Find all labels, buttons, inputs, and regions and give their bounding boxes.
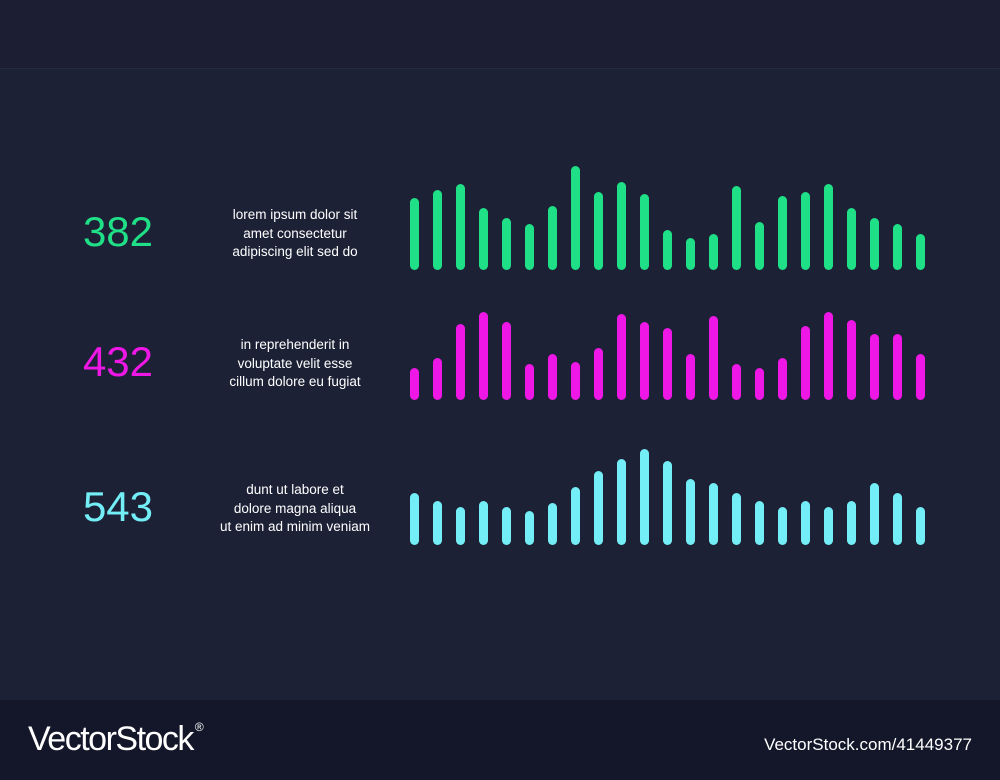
bar-chart: [410, 449, 925, 545]
vectorstock-logo[interactable]: VectorStock ®: [28, 720, 204, 759]
bar: [479, 208, 488, 270]
bar: [502, 218, 511, 270]
description-line: lorem ipsum dolor sit: [232, 207, 358, 222]
bar: [916, 234, 925, 270]
bar: [824, 507, 833, 545]
bar: [479, 312, 488, 400]
bar: [916, 507, 925, 545]
bar: [456, 184, 465, 270]
bar: [456, 507, 465, 545]
bar-chart: [410, 312, 925, 400]
bar: [870, 218, 879, 270]
bar-chart: [410, 166, 925, 270]
bar: [410, 493, 419, 545]
bar: [571, 166, 580, 270]
bar: [847, 208, 856, 270]
bar: [686, 238, 695, 270]
chart-row-2: 432 in reprehenderit in voluptate velit …: [0, 290, 1000, 420]
bar: [594, 348, 603, 400]
metric-value: 543: [82, 483, 154, 530]
bar: [617, 182, 626, 270]
bar: [893, 493, 902, 545]
description-line: amet consectetur: [243, 225, 347, 241]
bar: [571, 487, 580, 545]
chart-row-3: 543 dunt ut labore et dolore magna aliqu…: [0, 435, 1000, 565]
bar: [778, 196, 787, 270]
bar: [732, 364, 741, 400]
bar: [778, 507, 787, 545]
registered-mark: ®: [194, 720, 204, 734]
bar: [778, 358, 787, 400]
bar: [617, 459, 626, 545]
description-line: dunt ut labore et: [246, 482, 344, 497]
description-line: in reprehenderit in: [240, 337, 350, 352]
bar: [801, 192, 810, 270]
bar: [571, 362, 580, 400]
bar: [525, 364, 534, 400]
bar: [640, 449, 649, 545]
bar: [410, 198, 419, 270]
bar: [663, 328, 672, 400]
bar: [870, 483, 879, 545]
bar: [410, 368, 419, 400]
bar: [479, 501, 488, 545]
bar: [801, 326, 810, 400]
watermark-footer: VectorStock ® VectorStock.com/41449377: [0, 700, 1000, 780]
bar: [686, 354, 695, 400]
bar: [663, 461, 672, 545]
description-line: ut enim ad minim veniam: [219, 519, 371, 534]
stock-id: VectorStock.com/41449377: [764, 735, 972, 754]
description-line: dolore magna aliqua: [233, 500, 357, 516]
bar: [617, 314, 626, 400]
bar: [548, 354, 557, 400]
bar: [916, 354, 925, 400]
bar: [594, 471, 603, 545]
bar: [594, 192, 603, 270]
chart-panel: [0, 68, 1000, 701]
bar: [755, 222, 764, 270]
top-band: [0, 0, 1000, 68]
bar: [548, 503, 557, 545]
bar: [502, 322, 511, 400]
bar: [502, 507, 511, 545]
bar: [433, 190, 442, 270]
bar: [548, 206, 557, 270]
bar: [847, 320, 856, 400]
bar: [893, 224, 902, 270]
bar: [709, 316, 718, 400]
bar: [433, 358, 442, 400]
description-line: voluptate velit esse: [237, 355, 353, 371]
bar: [709, 483, 718, 545]
bar: [709, 234, 718, 270]
description-line: adipiscing elit sed do: [232, 244, 358, 259]
bar: [686, 479, 695, 545]
bar: [755, 368, 764, 400]
logo-text: VectorStock: [28, 720, 194, 758]
metric-value: 432: [82, 338, 154, 385]
metric-description: dunt ut labore et dolore magna aliqua ut…: [190, 481, 400, 537]
bar: [824, 184, 833, 270]
bar: [525, 511, 534, 545]
bar: [640, 194, 649, 270]
bar: [893, 334, 902, 400]
bar: [456, 324, 465, 400]
bar: [732, 186, 741, 270]
bar: [755, 501, 764, 545]
metric-value: 382: [82, 208, 154, 255]
bar: [525, 224, 534, 270]
metric-description: in reprehenderit in voluptate velit esse…: [190, 336, 400, 392]
bar: [433, 501, 442, 545]
bar: [663, 230, 672, 270]
bar: [870, 334, 879, 400]
bar: [824, 312, 833, 400]
metric-description: lorem ipsum dolor sit amet consectetur a…: [190, 206, 400, 262]
chart-row-1: 382 lorem ipsum dolor sit amet consectet…: [0, 160, 1000, 290]
description-line: cillum dolore eu fugiat: [229, 374, 361, 389]
bar: [732, 493, 741, 545]
bar: [847, 501, 856, 545]
bar: [640, 322, 649, 400]
bar: [801, 501, 810, 545]
